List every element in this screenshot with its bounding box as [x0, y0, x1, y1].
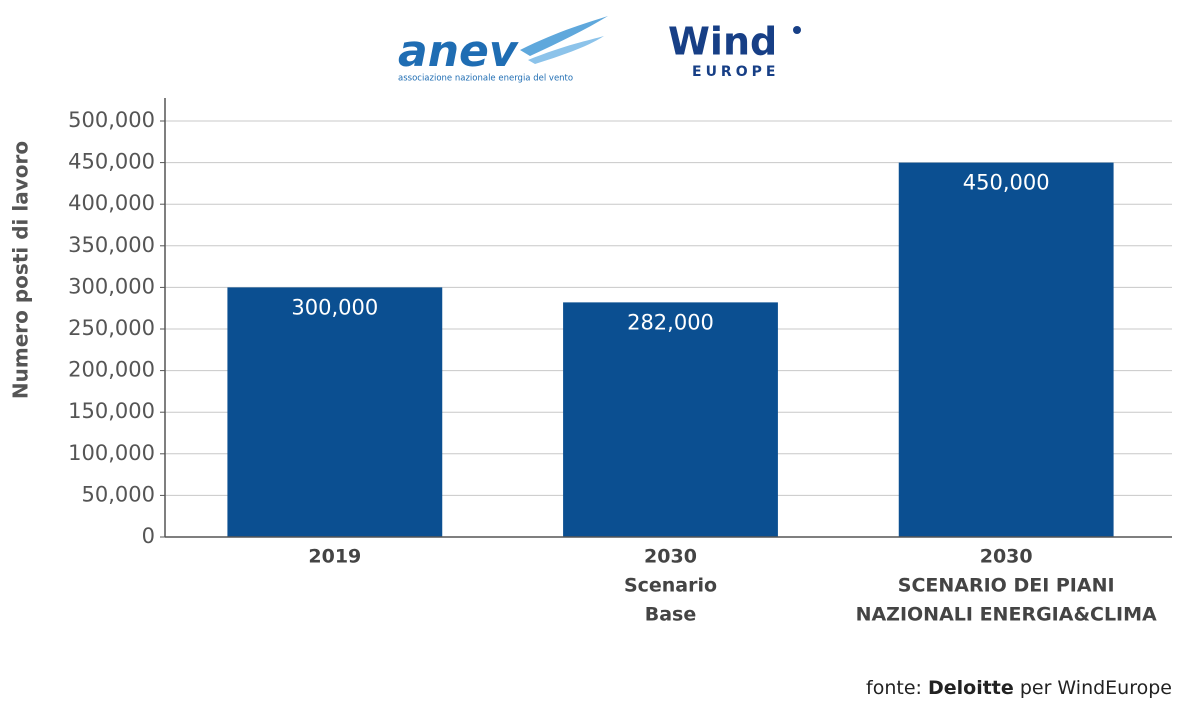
bar	[563, 302, 778, 537]
x-tick-label: 2030	[980, 546, 1033, 568]
y-tick-label: 100,000	[68, 441, 155, 465]
y-tick-label: 50,000	[82, 482, 155, 506]
logo-text: anev	[398, 26, 519, 77]
x-tick-label: SCENARIO DEI PIANI	[898, 575, 1115, 597]
y-tick-label: 350,000	[68, 233, 155, 257]
y-tick-label: 200,000	[68, 358, 155, 382]
source: fonte: Deloitte per WindEurope	[866, 677, 1172, 699]
bar	[898, 162, 1114, 537]
x-tick-label: Scenario	[624, 575, 717, 597]
y-tick-label: 150,000	[68, 399, 155, 423]
source-bold: Deloitte	[928, 677, 1014, 699]
windeurope-logo: Wind EUROPE	[668, 20, 801, 80]
x-tick-label: 2019	[308, 546, 361, 568]
bar	[227, 287, 443, 537]
y-tick-label: 450,000	[68, 150, 155, 174]
x-tick-label: 2030	[644, 546, 697, 568]
logo-text: Wind	[668, 20, 777, 64]
source-suffix: per WindEurope	[1020, 677, 1172, 699]
value-label: 300,000	[291, 295, 378, 319]
y-tick-label: 500,000	[68, 108, 155, 132]
value-label: 450,000	[963, 171, 1050, 195]
y-tick-label: 300,000	[68, 274, 155, 298]
logo-caption: EUROPE	[692, 64, 779, 80]
value-label: 282,000	[627, 310, 714, 334]
logo-caption: associazione nazionale energia del vento	[398, 74, 573, 84]
anev-logo: anev associazione nazionale energia del …	[398, 16, 608, 84]
y-axis-label: Numero posti di lavoro	[9, 141, 33, 399]
logo-dot	[793, 26, 801, 34]
source-prefix: fonte:	[866, 677, 922, 699]
logo-wing	[528, 36, 604, 64]
y-tick-label: 400,000	[68, 191, 155, 215]
logo-wing	[520, 16, 608, 56]
y-tick-label: 0	[142, 524, 155, 548]
x-tick-label: NAZIONALI ENERGIA&CLIMA	[856, 604, 1157, 626]
y-tick-label: 250,000	[68, 316, 155, 340]
x-tick-label: Base	[645, 604, 697, 626]
